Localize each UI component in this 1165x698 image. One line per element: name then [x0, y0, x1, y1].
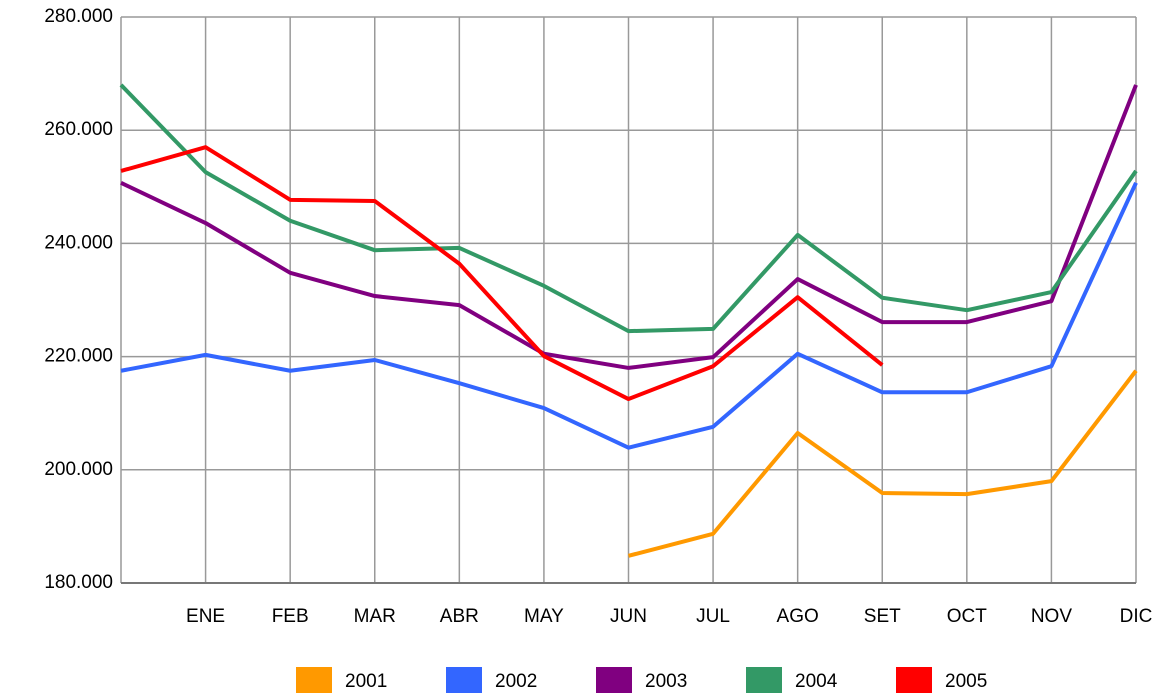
- legend-label: 2004: [795, 671, 838, 692]
- y-tick-label: 280.000: [44, 6, 113, 27]
- y-tick-label: 260.000: [44, 119, 113, 140]
- legend-swatch: [296, 667, 332, 693]
- line-series: [120, 84, 1138, 370]
- x-tick-label: AGO: [777, 606, 819, 627]
- x-tick-label: NOV: [1031, 606, 1073, 627]
- legend-label: 2003: [645, 671, 687, 692]
- legend-swatch: [596, 667, 632, 693]
- line-series: [120, 145, 884, 402]
- line-series: [120, 182, 1138, 450]
- y-tick-label: 200.000: [44, 459, 113, 480]
- x-tick-label: ENE: [186, 606, 225, 627]
- x-tick-label: SET: [864, 606, 901, 627]
- y-tick-label: 220.000: [44, 346, 113, 367]
- x-tick-label: ABR: [440, 606, 479, 627]
- x-tick-label: DIC: [1120, 606, 1153, 627]
- y-tick-label: 180.000: [44, 572, 113, 593]
- x-tick-label: OCT: [947, 606, 988, 627]
- legend-label: 2002: [495, 671, 537, 692]
- x-tick-label: FEB: [272, 606, 309, 627]
- x-tick-label: JUN: [610, 606, 647, 627]
- legend-swatch: [446, 667, 482, 693]
- x-tick-label: JUL: [696, 606, 730, 627]
- x-tick-label: MAR: [354, 606, 396, 627]
- line-series: [627, 369, 1138, 558]
- legend-label: 2005: [945, 671, 987, 692]
- line-series: [119, 83, 1138, 334]
- legend-swatch: [896, 667, 932, 693]
- legend-swatch: [746, 667, 782, 693]
- x-tick-label: MAY: [524, 606, 564, 627]
- legend-label: 2001: [345, 671, 387, 692]
- y-tick-label: 240.000: [44, 232, 113, 253]
